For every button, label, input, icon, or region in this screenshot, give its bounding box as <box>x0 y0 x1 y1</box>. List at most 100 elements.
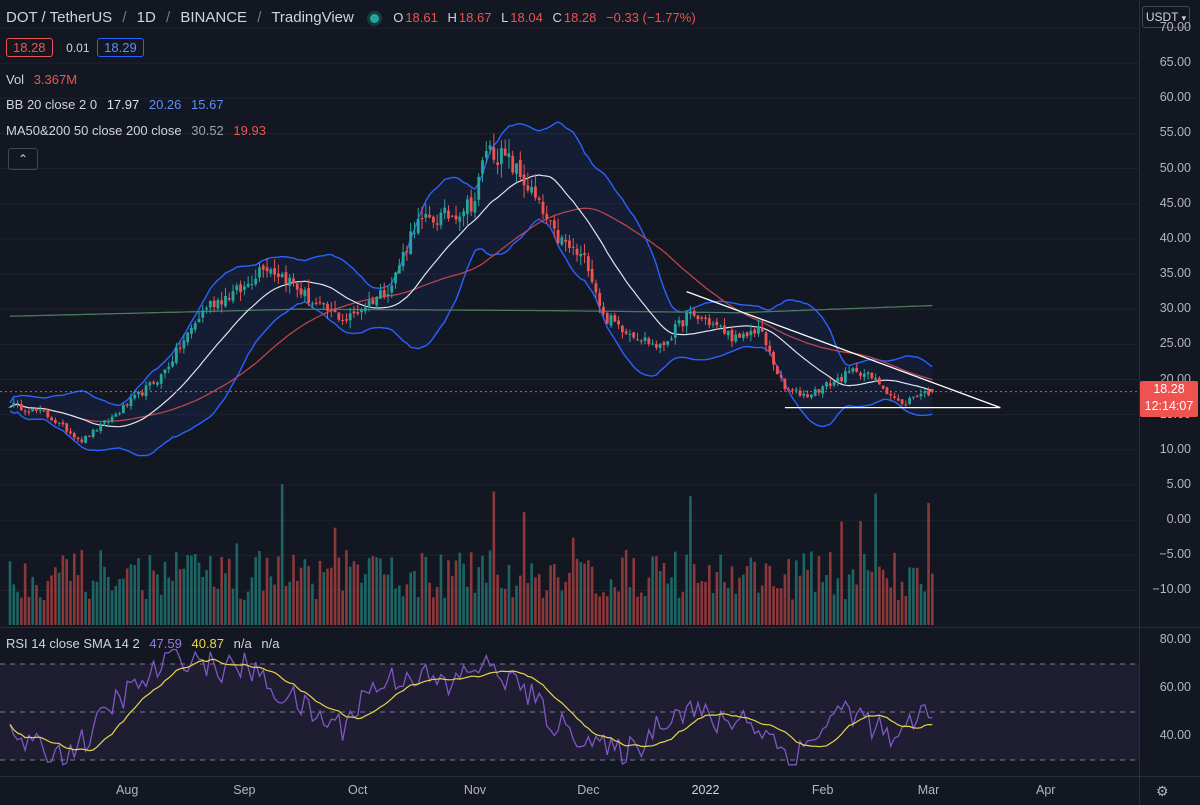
volume-bar <box>333 527 337 625</box>
candle-body <box>764 332 768 346</box>
candle-body <box>802 393 806 396</box>
volume-bar <box>186 554 189 625</box>
candle-body <box>654 344 658 348</box>
exchange: BINANCE <box>180 9 248 26</box>
candle-body <box>862 373 866 378</box>
volume-bar <box>806 569 809 625</box>
candle-body <box>95 430 99 432</box>
volume-bar <box>734 593 738 625</box>
volume-bar <box>870 571 874 625</box>
candle-body <box>859 372 862 376</box>
candle-body <box>182 340 186 349</box>
candle-body <box>564 239 568 242</box>
bollinger-basis-line <box>9 174 933 428</box>
volume-bar <box>587 560 590 625</box>
open-value: 18.61 <box>405 10 438 25</box>
candle-body <box>265 267 269 272</box>
candle-body <box>258 267 261 278</box>
pane-separator[interactable] <box>0 627 1200 628</box>
candle-body <box>87 435 91 437</box>
volume-bar <box>292 554 295 625</box>
volume-bar <box>114 585 118 625</box>
volume-bar <box>386 574 390 625</box>
rsi-tick-label: 60.00 <box>1159 680 1191 694</box>
volume-bar <box>171 580 174 625</box>
candle-body <box>870 372 874 379</box>
candle-body <box>707 318 711 326</box>
buy-button[interactable]: 18.29 <box>97 38 144 57</box>
candle-body <box>556 230 560 244</box>
candle-body <box>186 332 190 343</box>
candle-body <box>246 283 250 287</box>
price-axis[interactable] <box>1139 0 1200 805</box>
volume-bar <box>16 591 19 625</box>
volume-bar <box>553 564 556 625</box>
volume-bar <box>931 573 934 625</box>
ma-legend[interactable]: MA50&200 50 close 200 close 30.52 19.93 <box>6 123 272 138</box>
volume-legend[interactable]: Vol 3.367M <box>6 72 83 87</box>
volume-bar <box>636 596 639 625</box>
candle-body <box>299 288 303 295</box>
candle-body <box>216 299 220 309</box>
price-tick-label: 45.00 <box>1159 195 1191 210</box>
candle-body <box>163 369 167 374</box>
volume-bar <box>428 582 431 625</box>
candle-body <box>76 437 80 440</box>
volume-bar <box>178 569 182 625</box>
candle-body <box>912 396 915 398</box>
volume-bar <box>277 556 280 625</box>
candle-body <box>651 343 654 345</box>
candle-body <box>137 391 140 395</box>
volume-bar <box>613 587 617 625</box>
candle-body <box>205 307 208 310</box>
volume-bar <box>197 562 201 625</box>
rsi-legend[interactable]: RSI 14 close SMA 14 2 47.59 40.87 n/a n/… <box>6 636 285 651</box>
volume-bar <box>326 568 329 625</box>
volume-bar <box>515 585 518 625</box>
volume-bar <box>772 586 775 625</box>
candle-body <box>617 320 620 325</box>
volume-bar <box>568 572 571 625</box>
volume-bar <box>643 596 647 625</box>
volume-bar <box>307 566 310 625</box>
candle-body <box>594 283 598 293</box>
spread-value: 0.01 <box>66 41 90 55</box>
volume-bar <box>193 554 197 625</box>
volume-bar <box>443 597 446 625</box>
price-tick-label: 10.00 <box>1159 441 1191 456</box>
candle-body <box>809 394 813 398</box>
chart-canvas[interactable] <box>0 0 1139 805</box>
bollinger-legend[interactable]: BB 20 close 2 0 17.97 20.26 15.67 <box>6 97 230 112</box>
currency-label: USDT <box>1145 10 1179 24</box>
candle-body <box>118 413 122 415</box>
volume-bar <box>413 570 416 625</box>
candle-body <box>927 390 930 396</box>
volume-bar <box>723 582 726 625</box>
sell-button[interactable]: 18.28 <box>6 38 53 57</box>
volume-bar <box>598 596 601 625</box>
volume-bar <box>783 574 787 625</box>
volume-bar <box>122 578 125 625</box>
high-label: H <box>447 10 457 25</box>
candle-body <box>586 256 590 272</box>
bb-name: BB 20 close 2 0 <box>6 97 98 112</box>
volume-bar <box>46 580 50 625</box>
volume-bar <box>666 583 670 625</box>
symbol-name[interactable]: DOT / TetherUS <box>6 9 113 26</box>
gear-icon[interactable]: ⚙ <box>1156 783 1169 799</box>
volume-bar <box>609 579 613 625</box>
volume-bar <box>677 597 681 625</box>
volume-bar <box>284 585 288 625</box>
volume-bar <box>583 563 586 625</box>
interval[interactable]: 1D <box>136 9 156 26</box>
candle-body <box>836 377 840 382</box>
volume-bar <box>658 571 662 625</box>
candle-body <box>518 159 522 177</box>
volume-bar <box>209 555 212 625</box>
time-tick-label: Feb <box>811 783 834 797</box>
collapse-legend-button[interactable]: ⌃ <box>8 148 38 170</box>
candle-body <box>174 347 178 363</box>
currency-selector[interactable]: USDT ▾ <box>1142 6 1190 28</box>
candle-body <box>462 211 465 217</box>
candle-body <box>367 300 371 308</box>
